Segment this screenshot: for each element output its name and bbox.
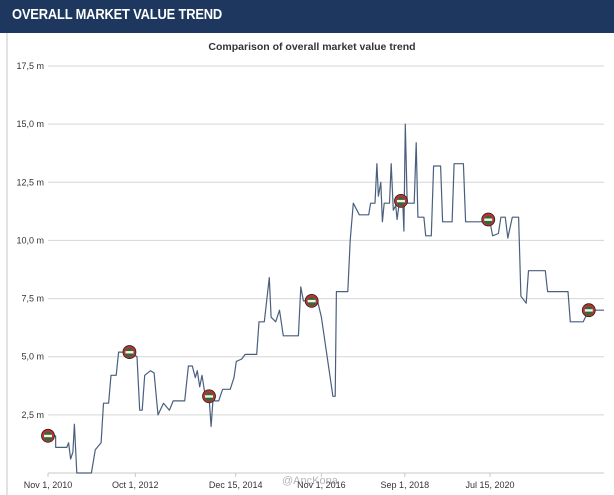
marker-layer: [41, 193, 596, 443]
axis-layer: 2,5 m 5,0 m 7,5 m 10,0 m 12,5 m 15,0 m 17,5 m N…: [16, 61, 604, 490]
y-tick-label: 17,5 m: [16, 61, 44, 71]
y-tick-label: 15,0 m: [16, 119, 44, 129]
y-tick-label: 2,5 m: [21, 410, 44, 420]
marker-band: [584, 309, 593, 312]
club-crest-marker: [481, 212, 496, 227]
y-tick-label: 10,0 m: [16, 235, 44, 245]
x-tick-label: Sep 1, 2018: [381, 480, 430, 490]
marker-band: [484, 218, 493, 221]
x-tick-label: Nov 1, 2010: [24, 480, 73, 490]
marker-band: [44, 434, 52, 438]
x-tick-label: Jul 15, 2020: [465, 480, 514, 490]
x-tick-label: Dec 15, 2014: [209, 480, 263, 490]
watermark-text: @AncKona: [282, 475, 338, 487]
marker-band: [205, 395, 214, 398]
section-title: OVERALL MARKET VALUE TREND: [12, 6, 223, 23]
chart-title: Comparison of overall market value trend: [208, 41, 416, 53]
club-crest-marker: [41, 428, 55, 443]
y-tick-label: 7,5 m: [21, 294, 44, 304]
club-crest-marker: [122, 345, 137, 359]
grid-layer: [48, 65, 604, 416]
x-tick-label: Nov 1, 2016: [297, 480, 346, 490]
club-crest-marker: [581, 303, 596, 318]
marker-band: [396, 199, 405, 203]
club-crest-marker: [202, 389, 216, 404]
club-crest-marker: [394, 193, 408, 208]
club-crest-marker: [304, 293, 319, 308]
left-divider: [6, 33, 8, 495]
x-tick-label: Oct 1, 2012: [112, 480, 159, 490]
marker-band: [125, 351, 134, 354]
y-tick-label: 12,5 m: [16, 177, 44, 187]
marker-band: [307, 299, 316, 303]
section-header: OVERALL MARKET VALUE TREND: [0, 0, 614, 33]
y-tick-label: 5,0 m: [21, 352, 44, 362]
